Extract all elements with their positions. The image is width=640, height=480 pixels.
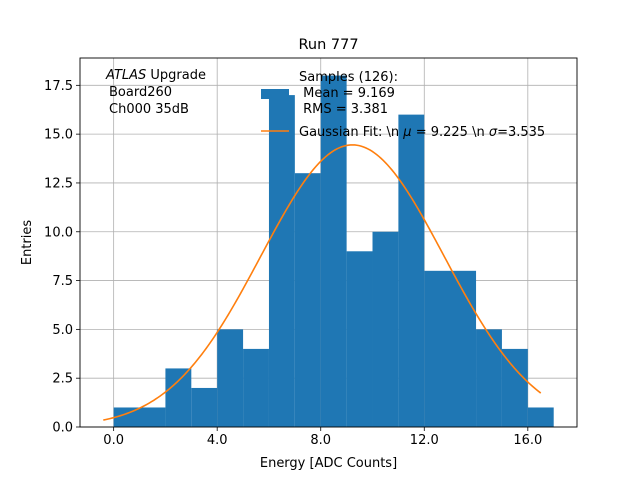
histogram-bar-4: [243, 348, 269, 427]
legend-hist-swatch: [261, 89, 289, 99]
y-tick-label: 12.5: [44, 176, 73, 191]
y-tick-label: 15.0: [44, 128, 73, 143]
y-tick-label: 17.5: [44, 79, 73, 94]
experiment-annotation: ATLAS Upgrade Board260 Ch000 35dB: [105, 68, 206, 117]
legend-hist-line2: Mean = 9.169: [299, 86, 395, 101]
y-axis-ticks: 0.0 2.5 5.0 7.5 10.0 12.5 15.0 17.5: [44, 79, 80, 436]
y-tick-label: 2.5: [52, 372, 73, 387]
histogram-bar-5: [268, 95, 295, 427]
fit-layer: [103, 144, 542, 421]
legend-hist-line1: Samples (126):: [299, 70, 398, 85]
histogram-bar-2: [191, 387, 218, 427]
y-tick-label: 10.0: [44, 225, 73, 240]
histogram-bar-1: [165, 368, 192, 427]
x-axis-label: Energy [ADC Counts]: [260, 456, 397, 471]
legend-fit-sigma: σ: [489, 125, 498, 140]
legend-fit-mu: μ: [402, 125, 411, 140]
legend-fit-mid: = 9.225 \n: [412, 125, 489, 140]
x-tick-label: 0.0: [103, 433, 124, 448]
legend-fit-end: =3.535: [497, 125, 545, 140]
histogram-bar-7: [320, 75, 347, 428]
x-tick-label: 4.0: [207, 433, 228, 448]
histogram-bar-3: [217, 329, 244, 427]
annotation-experiment: ATLAS: [105, 68, 146, 83]
annotation-line1: Upgrade: [146, 68, 206, 83]
gaussian-fit-line: [103, 144, 542, 421]
legend-fit-label: Gaussian Fit: \n μ = 9.225 \n σ=3.535: [299, 125, 545, 140]
x-tick-label: 12.0: [410, 433, 439, 448]
annotation-line2: Board260: [109, 85, 172, 100]
y-tick-label: 7.5: [52, 274, 73, 289]
histogram-bar-0: [113, 407, 166, 427]
chart-title: Run 777: [298, 37, 358, 53]
y-tick-label: 5.0: [52, 323, 73, 338]
svg-text:ATLAS Upgrade: ATLAS Upgrade: [105, 68, 206, 83]
annotation-line3: Ch000 35dB: [109, 102, 189, 117]
legend-fit-prefix: Gaussian Fit: \n: [299, 125, 403, 140]
plot-frame: [79, 57, 578, 428]
x-tick-label: 8.0: [310, 433, 331, 448]
histogram-bar-10: [398, 114, 425, 427]
histogram-bar-14: [527, 407, 554, 427]
y-axis-label: Entries: [20, 220, 35, 266]
histogram-bar-9: [372, 231, 399, 427]
histogram-bar-12: [476, 329, 502, 427]
histogram-bar-6: [294, 173, 321, 427]
legend-hist-line3: RMS = 3.381: [299, 102, 388, 117]
legend: Samples (126): Mean = 9.169 RMS = 3.381 …: [261, 70, 545, 140]
histogram-bar-11: [424, 270, 477, 427]
histogram-bar-13: [501, 348, 528, 427]
x-axis-ticks: 0.0 4.0 8.0 12.0 16.0: [103, 427, 542, 448]
y-tick-label: 0.0: [52, 421, 73, 436]
histogram-bars: [113, 75, 554, 428]
histogram-bar-8: [346, 251, 373, 427]
x-tick-label: 16.0: [513, 433, 542, 448]
